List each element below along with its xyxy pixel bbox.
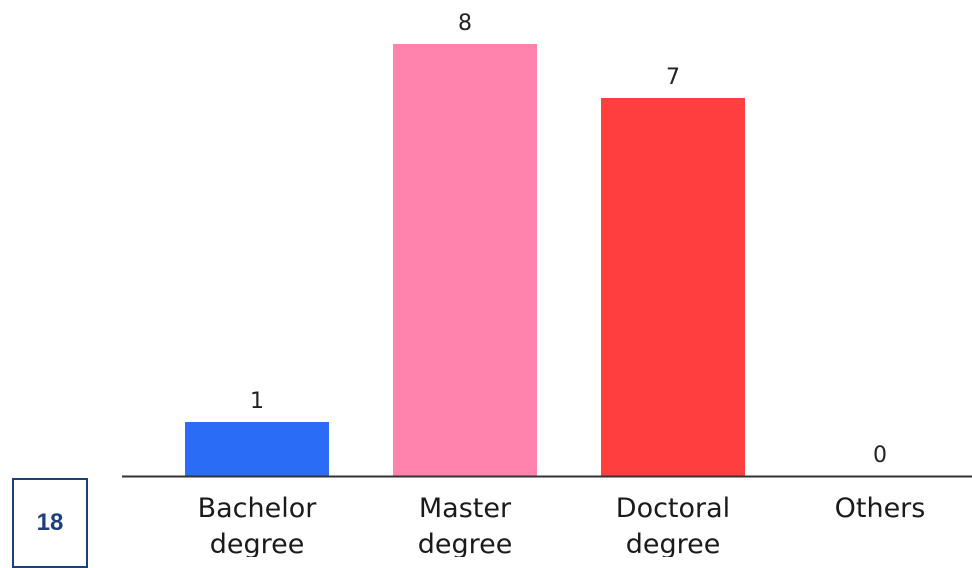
page-number-badge: 18 <box>12 478 88 568</box>
bar-0 <box>185 422 329 476</box>
page-number: 18 <box>36 509 64 536</box>
value-label-2: 7 <box>666 65 680 90</box>
value-label-0: 1 <box>250 389 264 414</box>
bar-2 <box>601 98 745 476</box>
category-label-2-line-0: Doctoral <box>616 493 730 524</box>
value-label-3: 0 <box>873 443 887 468</box>
category-label-0-line-0: Bachelor <box>198 493 318 524</box>
category-label-1-line-1: degree <box>418 529 513 557</box>
bars-group <box>185 44 745 476</box>
category-labels-group: Bachelor degree Master degree Doctoral degree… <box>198 493 926 557</box>
category-label-1-line-0: Master <box>419 493 512 524</box>
value-label-1: 8 <box>458 11 472 36</box>
category-label-0-line-1: degree <box>210 529 305 557</box>
bar-1 <box>393 44 537 476</box>
category-label-2-line-1: degree <box>626 529 721 557</box>
category-label-3-line-0: Others <box>835 493 926 524</box>
